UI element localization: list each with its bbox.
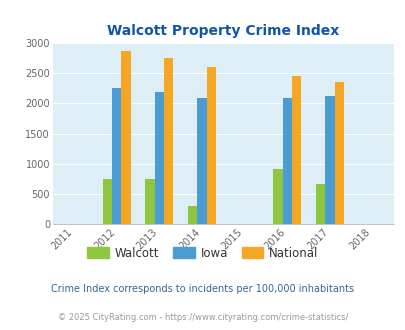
Bar (324, 96, 334, 224)
Bar (145, 179, 154, 224)
Bar (102, 179, 112, 224)
Bar (273, 169, 282, 224)
Bar (291, 76, 301, 224)
Title: Walcott Property Crime Index: Walcott Property Crime Index (107, 23, 339, 38)
Bar (197, 98, 206, 224)
Bar (112, 88, 121, 224)
Bar (282, 98, 291, 224)
Bar (164, 58, 173, 224)
Text: © 2025 CityRating.com - https://www.cityrating.com/crime-statistics/: © 2025 CityRating.com - https://www.city… (58, 313, 347, 322)
Bar (188, 206, 197, 224)
Legend: Walcott, Iowa, National: Walcott, Iowa, National (83, 242, 322, 264)
Bar (334, 82, 343, 224)
Bar (206, 67, 215, 224)
Bar (315, 184, 324, 224)
Bar (121, 51, 130, 224)
Bar (154, 92, 164, 224)
Text: Crime Index corresponds to incidents per 100,000 inhabitants: Crime Index corresponds to incidents per… (51, 284, 354, 294)
